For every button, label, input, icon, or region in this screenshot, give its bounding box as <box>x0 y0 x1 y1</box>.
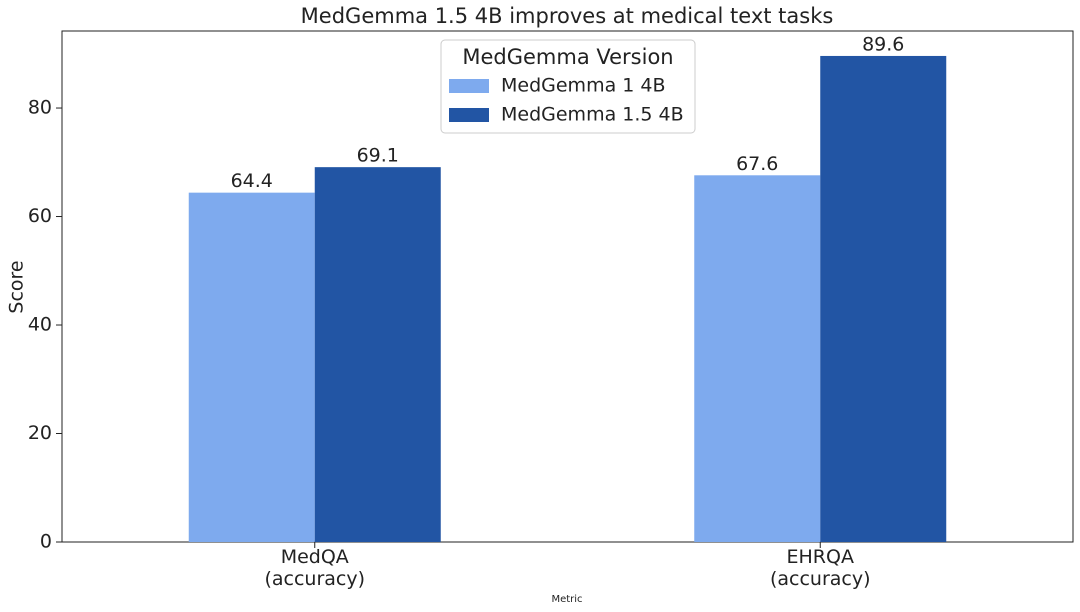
y-axis-label: Score <box>6 260 28 313</box>
y-tick-label: 20 <box>28 422 52 444</box>
legend-label: MedGemma 1 4B <box>501 75 666 97</box>
x-axis-label: Metric <box>551 594 582 605</box>
bar <box>314 167 441 542</box>
y-tick-label: 40 <box>28 314 52 336</box>
y-tick-label: 0 <box>40 531 52 553</box>
plot-frame <box>61 30 1074 543</box>
data-label: 89.6 <box>862 33 904 55</box>
legend-swatch <box>449 79 489 93</box>
chart-title: MedGemma 1.5 4B improves at medical text… <box>301 4 834 28</box>
legend-box <box>440 39 696 134</box>
y-tick-label: 80 <box>28 97 52 119</box>
x-tick-label: EHRQA (accuracy) <box>769 546 871 590</box>
x-tick-label: MedQA (accuracy) <box>264 546 366 590</box>
data-label: 64.4 <box>231 170 273 192</box>
bar <box>820 55 947 543</box>
bar <box>694 175 821 543</box>
legend-title: MedGemma Version <box>462 45 673 69</box>
bar <box>188 192 315 542</box>
data-label: 67.6 <box>736 153 778 175</box>
data-label: 69.1 <box>357 145 399 167</box>
y-tick-label: 60 <box>28 205 52 227</box>
legend-swatch <box>449 108 489 122</box>
legend-label: MedGemma 1.5 4B <box>501 104 684 126</box>
